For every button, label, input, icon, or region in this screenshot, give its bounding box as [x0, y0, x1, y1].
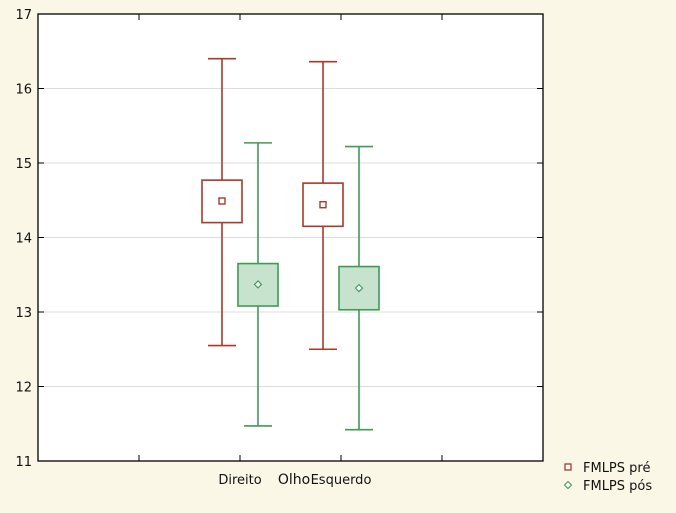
box-pre [201, 57, 243, 347]
mean-marker [354, 283, 364, 293]
x-axis-title: Olho [278, 472, 310, 488]
y-tick-label: 11 [15, 455, 32, 470]
legend-marker-pos [563, 480, 573, 490]
y-tick-label: 17 [15, 8, 32, 23]
box-pre [302, 60, 344, 351]
mean-marker [319, 201, 327, 209]
mean-marker [253, 280, 263, 289]
x-axis-tick-labels: Direito Esquerdo [218, 473, 371, 488]
grid [38, 88, 543, 387]
y-tick-label: 16 [15, 83, 32, 98]
legend-label: FMLPS pós [583, 479, 652, 494]
boxes-layer [201, 57, 380, 431]
legend-label: FMLPS pré [583, 461, 650, 476]
y-tick-label: 15 [15, 157, 32, 172]
mean-marker [218, 197, 226, 205]
legend: FMLPS pré FMLPS pós [563, 461, 652, 494]
legend-marker-pre [564, 463, 572, 471]
x-tick-label: Direito [218, 473, 261, 488]
plot-frame [37, 13, 544, 462]
y-axis-tick-labels: 11 12 13 14 15 16 17 [15, 8, 32, 470]
y-tick-label: 13 [15, 306, 32, 321]
y-tick-label: 14 [15, 232, 32, 247]
box-pos [237, 142, 279, 427]
x-tick-label: Esquerdo [311, 473, 372, 488]
box-pos [338, 145, 380, 431]
y-tick-label: 12 [15, 381, 32, 396]
